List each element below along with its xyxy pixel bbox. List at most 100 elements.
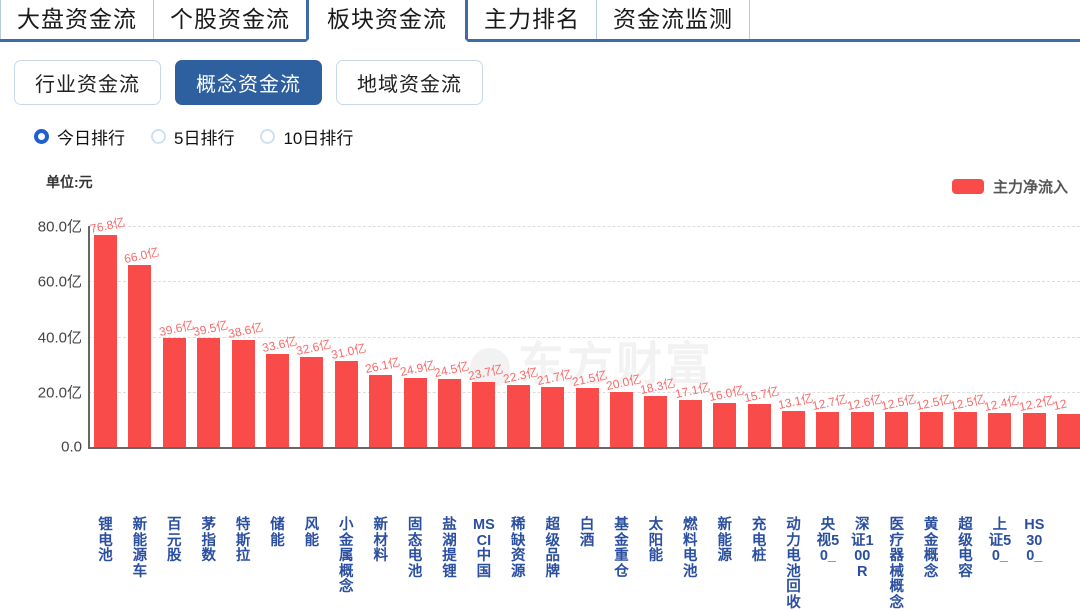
legend-color-swatch	[951, 179, 984, 194]
rank-period-radio-group: 今日排行 5日排行 10日排行	[34, 124, 353, 149]
bar-21[interactable]	[816, 411, 840, 447]
bar-16[interactable]	[644, 396, 668, 447]
bar-14[interactable]	[575, 387, 599, 447]
y-tick-label-3: 20.0亿	[37, 384, 82, 402]
x-axis-label-25: 超级电容	[958, 517, 973, 580]
radio-option-1[interactable]: 5日排行	[151, 124, 234, 149]
tab-0[interactable]: 大盘资金流	[0, 0, 154, 39]
x-axis-label-7: 小金属概念	[339, 517, 354, 595]
x-axis-label-9: 固态电池	[407, 517, 423, 580]
x-axis-label-16: 太阳能	[648, 517, 664, 564]
bar-24[interactable]	[919, 412, 943, 447]
bar-6[interactable]	[300, 356, 324, 447]
bar-value-label-15: 20.0亿	[604, 371, 643, 393]
x-axis-label-21: 央视50_	[816, 517, 840, 564]
bar-5[interactable]	[266, 354, 289, 447]
x-axis-label-14: 白酒	[579, 517, 595, 549]
x-axis-label-15: 基金重仓	[614, 517, 629, 580]
chart-legend[interactable]: 主力净流入	[951, 176, 1068, 197]
bar-18[interactable]	[713, 402, 737, 447]
gridline-1	[88, 281, 1080, 283]
bar-19[interactable]	[747, 403, 771, 447]
bar-15[interactable]	[610, 391, 633, 447]
y-axis-line	[88, 226, 90, 447]
bar-9[interactable]	[403, 378, 427, 447]
bar-value-label-25: 12.5亿	[948, 392, 987, 414]
gridline-0	[88, 226, 1080, 227]
x-axis-label-20: 动力电池回收	[786, 517, 801, 611]
bar-22[interactable]	[850, 412, 874, 447]
x-axis-label-0: 锂电池	[98, 517, 113, 564]
y-tick-label-2: 40.0亿	[37, 329, 82, 346]
radio-label: 今日排行	[57, 129, 125, 148]
bar-0[interactable]	[94, 234, 117, 447]
x-axis-label-1: 新能源车	[132, 517, 148, 580]
bar-12[interactable]	[506, 385, 530, 447]
bar-28[interactable]	[1057, 413, 1080, 447]
bar-17[interactable]	[678, 399, 702, 447]
bar-8[interactable]	[369, 374, 393, 447]
bar-value-label-13: 21.7亿	[536, 367, 574, 389]
x-axis-label-27: HS300_	[1024, 517, 1045, 564]
bar-value-label-19: 15.7亿	[742, 383, 780, 405]
sub-tab-1[interactable]: 概念资金流	[175, 60, 322, 105]
radio-dot-icon	[151, 129, 166, 144]
bar-value-label-4: 38.6亿	[226, 320, 264, 342]
bar-3[interactable]	[197, 337, 221, 447]
x-axis-label-6: 风能	[304, 517, 320, 549]
sub-tab-2[interactable]: 地域资金流	[336, 60, 483, 105]
bar-23[interactable]	[885, 412, 909, 447]
bar-7[interactable]	[334, 361, 358, 447]
bar-4[interactable]	[231, 340, 255, 447]
chart-unit-label: 单位:元	[46, 174, 93, 190]
bar-value-label-23: 12.5亿	[880, 392, 918, 414]
bar-20[interactable]	[782, 410, 805, 447]
legend-label: 主力净流入	[992, 179, 1068, 196]
bar-value-label-28: 12	[1052, 396, 1069, 413]
y-tick-label-4: 0.0	[61, 438, 82, 456]
bar-value-label-18: 16.0亿	[708, 382, 746, 404]
fund-flow-bar-chart: 单位:元 主力净流入 东方财富 80.0亿 60.0亿 40.0亿 20.0亿 0.0 …	[0, 160, 1080, 610]
bar-value-label-14: 21.5亿	[570, 367, 608, 389]
bar-25[interactable]	[954, 412, 977, 447]
x-axis-line	[88, 447, 1080, 449]
bar-value-label-24: 12.5亿	[914, 392, 952, 414]
x-axis-label-19: 充电桩	[751, 517, 767, 564]
x-axis-label-5: 储能	[270, 517, 285, 549]
sub-tab-0[interactable]: 行业资金流	[14, 60, 161, 105]
bar-26[interactable]	[988, 412, 1012, 447]
radio-dot-icon	[260, 129, 276, 144]
bar-value-label-6: 32.6亿	[295, 336, 333, 358]
bar-value-label-10: 24.5亿	[432, 359, 471, 381]
bar-27[interactable]	[1022, 413, 1046, 447]
tab-2[interactable]: 板块资金流	[306, 0, 468, 42]
bar-13[interactable]	[541, 387, 565, 447]
bar-value-label-0: 76.8亿	[88, 214, 127, 236]
sub-tab-group: 行业资金流 概念资金流 地域资金流	[14, 60, 483, 105]
bar-1[interactable]	[128, 264, 152, 447]
tab-3[interactable]: 主力排名	[467, 0, 597, 39]
radio-label: 10日排行	[283, 129, 354, 148]
bar-10[interactable]	[438, 379, 461, 447]
x-axis-label-23: 医疗器械概念	[889, 517, 904, 611]
x-axis-label-4: 特斯拉	[235, 517, 251, 564]
bar-11[interactable]	[472, 381, 496, 447]
bar-2[interactable]	[162, 337, 186, 447]
radio-dot-icon	[34, 129, 49, 144]
tab-4[interactable]: 资金流监测	[596, 0, 750, 39]
x-axis-label-22: 深证100R	[851, 517, 874, 580]
bar-value-label-17: 17.1亿	[673, 379, 712, 401]
x-axis-label-2: 百元股	[167, 517, 182, 564]
bar-value-label-8: 26.1亿	[364, 354, 402, 376]
x-axis-label-24: 黄金概念	[923, 517, 939, 580]
tab-1[interactable]: 个股资金流	[153, 0, 307, 39]
y-tick-label-1: 60.0亿	[37, 273, 82, 291]
x-axis-label-3: 茅指数	[201, 517, 216, 564]
radio-option-2[interactable]: 10日排行	[260, 124, 353, 149]
x-axis-label-18: 新能源	[717, 517, 732, 564]
bar-value-label-21: 12.7亿	[811, 391, 849, 413]
bar-value-label-26: 12.4亿	[983, 392, 1021, 414]
radio-label: 5日排行	[174, 129, 235, 148]
radio-option-0[interactable]: 今日排行	[34, 124, 125, 149]
x-axis-label-17: 燃料电池	[683, 517, 698, 580]
